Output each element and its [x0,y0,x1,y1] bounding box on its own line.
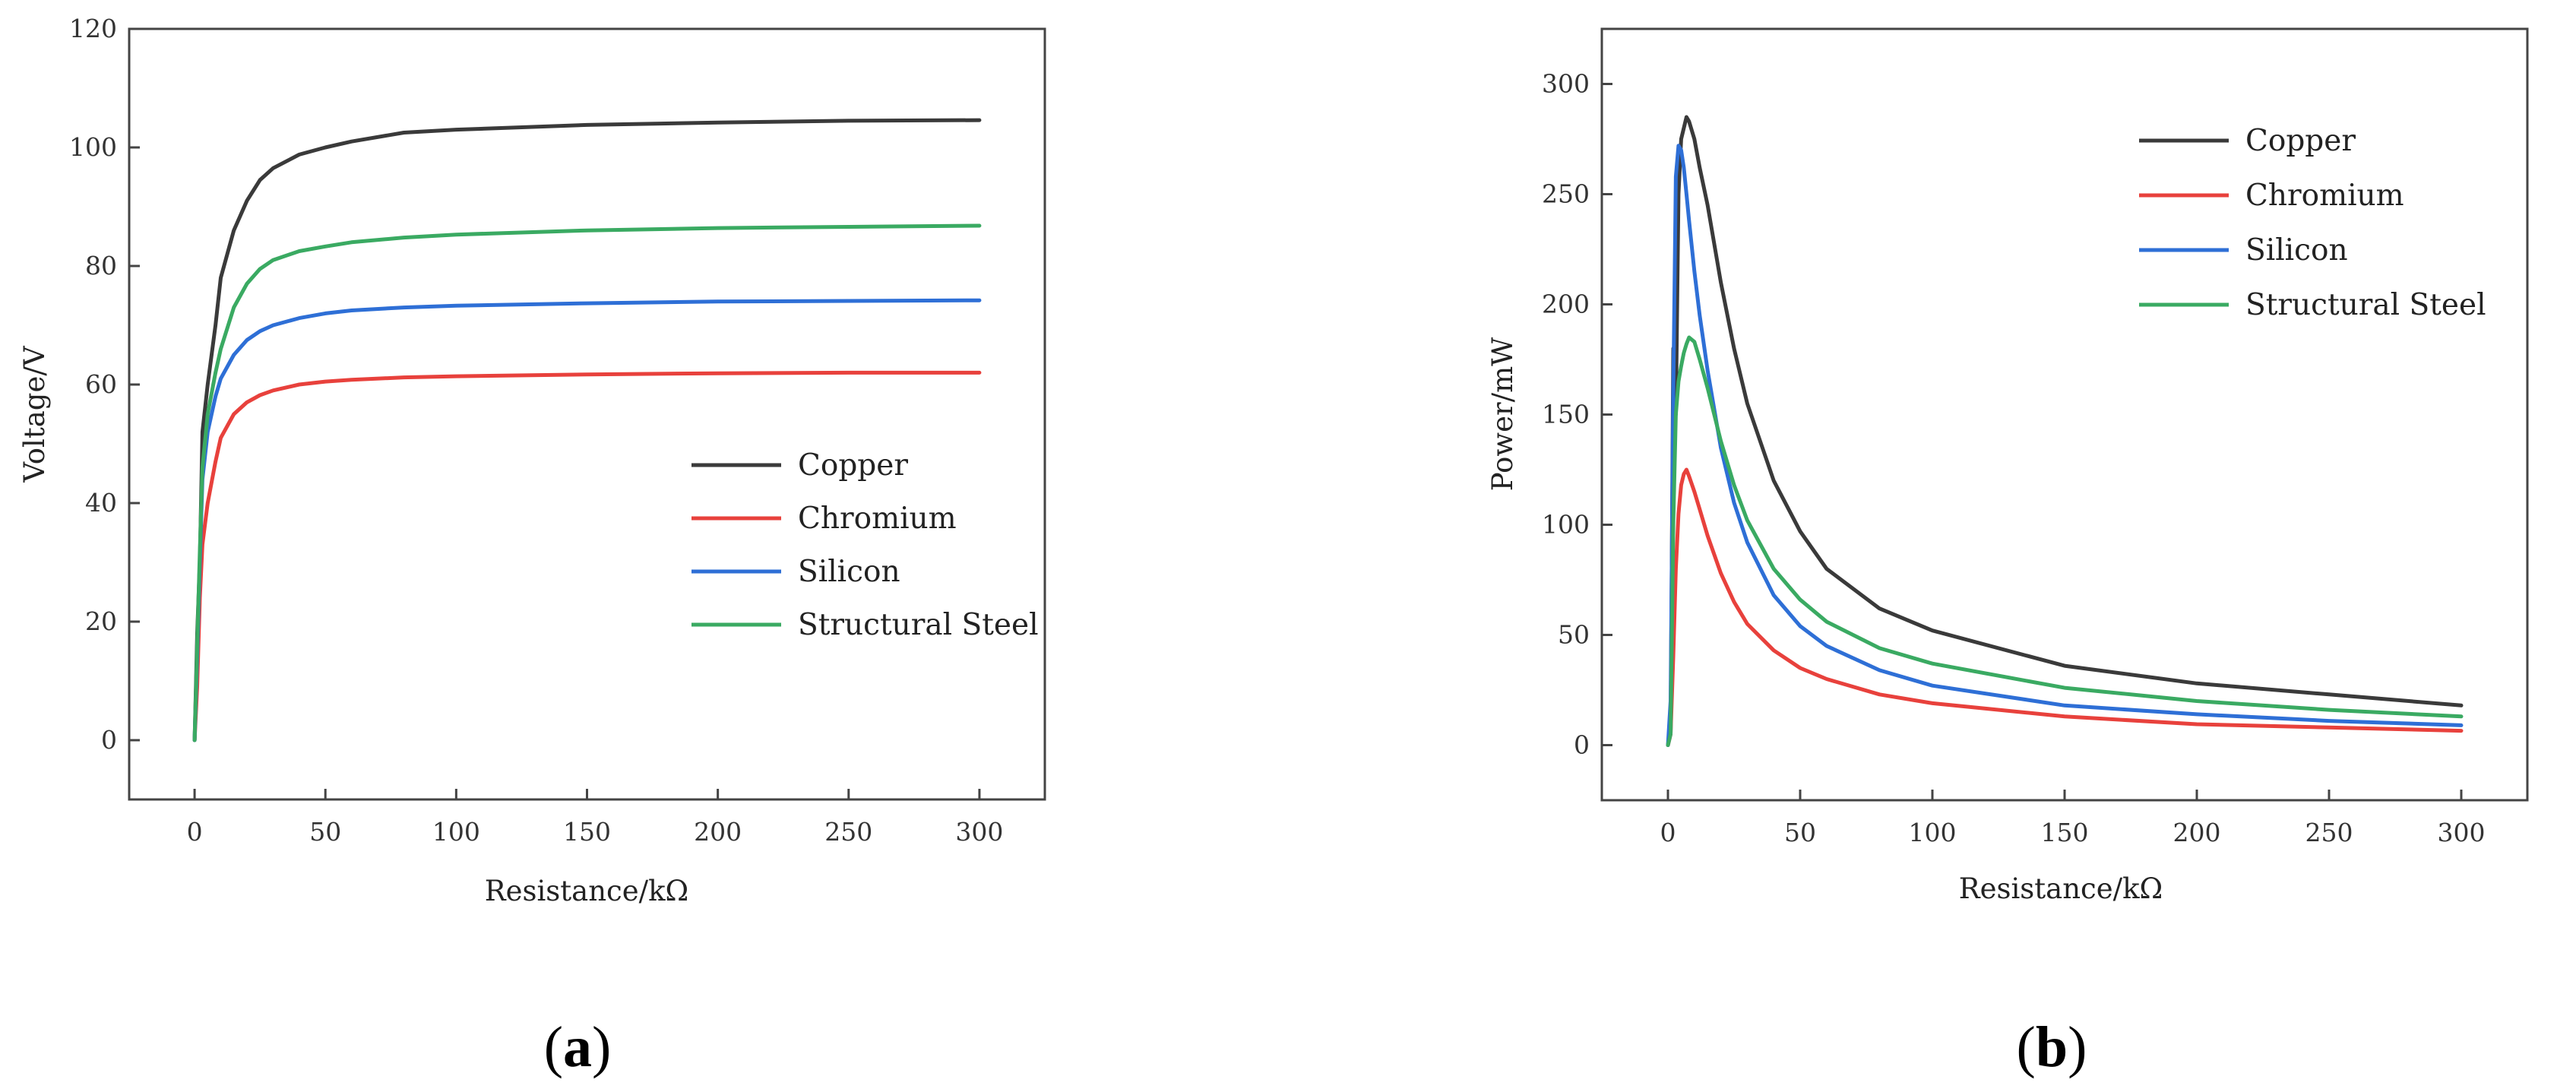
legend-label: Chromium [2245,179,2404,213]
x-axis-label: Resistance/kΩ [485,875,689,907]
legend-label: Silicon [2245,233,2348,268]
x-ticks: 0 50 100 150 200 250 300 [187,789,1003,847]
x-tick-label: 300 [955,817,1003,847]
y-ticks: 0 20 40 60 80 100 120 [69,14,140,755]
y-tick-label: 40 [85,488,117,518]
power-chart: 0 50 100 150 200 250 300 0 50 100 150 200 250 300 Re… [1486,27,2529,1079]
panel-label-a: (a) [544,1015,612,1079]
y-axis-label: Voltage/V [18,345,51,483]
y-tick-label: 0 [101,725,117,755]
y-tick-label: 200 [1542,290,1590,319]
panel-label-b: (b) [2017,1015,2087,1079]
y-tick-label: 300 [1542,69,1590,99]
x-ticks: 0 50 100 150 200 250 300 [1660,790,2486,847]
x-tick-label: 50 [309,817,341,847]
series-lines [192,118,982,742]
y-tick-label: 100 [69,132,117,162]
y-axis-label: Power/mW [1486,337,1519,492]
series-line-chromium [1666,467,2464,747]
y-tick-label: 120 [69,14,117,43]
y-tick-label: 20 [85,606,117,636]
x-tick-label: 150 [563,817,611,847]
series-line-copper [192,118,982,742]
series-line-structural-steel [1666,335,2464,747]
y-tick-label: 50 [1558,620,1590,650]
series-line-structural-steel [192,223,982,742]
plot-frame [1600,27,2529,802]
series-line-chromium [192,370,982,742]
y-tick-label: 100 [1542,510,1590,540]
voltage-chart: 0 20 40 60 80 100 120 0 50 100 150 200 250 300 Resis… [18,14,1046,1079]
x-tick-label: 200 [2173,818,2221,847]
x-tick-label: 0 [1660,818,1676,847]
legend-label: Structural Steel [2245,288,2486,322]
plot-frame [128,27,1046,801]
legend-label: Silicon [798,555,900,589]
series-lines [1666,115,2464,747]
series-line-copper [1666,115,2464,747]
legend-label: Chromium [798,502,957,536]
x-tick-label: 200 [694,817,742,847]
legend-label: Copper [2245,124,2356,158]
y-tick-label: 150 [1542,400,1590,429]
y-ticks: 0 50 100 150 200 250 300 [1542,69,1612,760]
y-tick-label: 80 [85,251,117,280]
x-tick-label: 100 [432,817,480,847]
x-axis-label: Resistance/kΩ [1959,872,2163,905]
y-tick-label: 0 [1574,730,1590,760]
x-tick-label: 250 [824,817,872,847]
x-tick-label: 100 [1909,818,1957,847]
legend-label: Copper [798,448,908,483]
x-tick-label: 150 [2041,818,2089,847]
y-tick-label: 250 [1542,179,1590,209]
x-tick-label: 50 [1784,818,1816,847]
legend: Copper Chromium Silicon Structural Steel [691,448,1039,642]
x-tick-label: 250 [2305,818,2353,847]
x-tick-label: 300 [2438,818,2486,847]
legend: Copper Chromium Silicon Structural Steel [2139,124,2486,322]
x-tick-label: 0 [187,817,203,847]
y-tick-label: 60 [85,369,117,399]
legend-label: Structural Steel [798,608,1039,642]
